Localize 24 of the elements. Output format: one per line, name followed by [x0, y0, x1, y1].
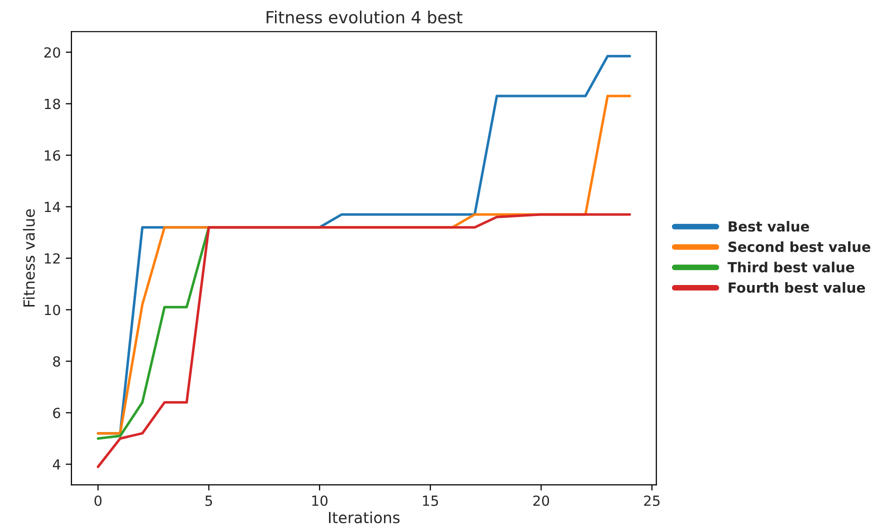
legend-label: Third best value — [728, 262, 854, 272]
x-tick-label: 10 — [312, 496, 328, 506]
y-tick-label: 8 — [53, 356, 60, 367]
x-tick-label: 25 — [644, 496, 660, 506]
y-tick-label: 4 — [52, 459, 60, 470]
y-tick-label: 12 — [44, 253, 60, 264]
y-tick-label: 16 — [44, 150, 60, 161]
line-series — [96, 226, 210, 440]
x-axis-title: Iterations — [329, 511, 400, 524]
y-tick-label: 14 — [44, 202, 60, 212]
y-axis-title: Fitness value — [23, 209, 35, 306]
y-tick-label: 20 — [44, 47, 60, 58]
y-tick-label: 18 — [44, 98, 60, 110]
y-tick-label: 6 — [53, 408, 60, 418]
x-tick-label: 20 — [533, 496, 550, 506]
x-tick-label: 15 — [423, 496, 438, 506]
y-tick-label: 10 — [44, 304, 60, 316]
x-tick-label: 0 — [94, 496, 102, 506]
line-series — [96, 213, 632, 468]
legend-label: Second best value — [728, 241, 870, 252]
chart-title: Fitness evolution 4 best — [266, 10, 462, 24]
legend-label: Fourth best value — [728, 282, 865, 293]
x-tick-label: 5 — [205, 496, 212, 506]
legend-label: Best value — [728, 220, 810, 232]
